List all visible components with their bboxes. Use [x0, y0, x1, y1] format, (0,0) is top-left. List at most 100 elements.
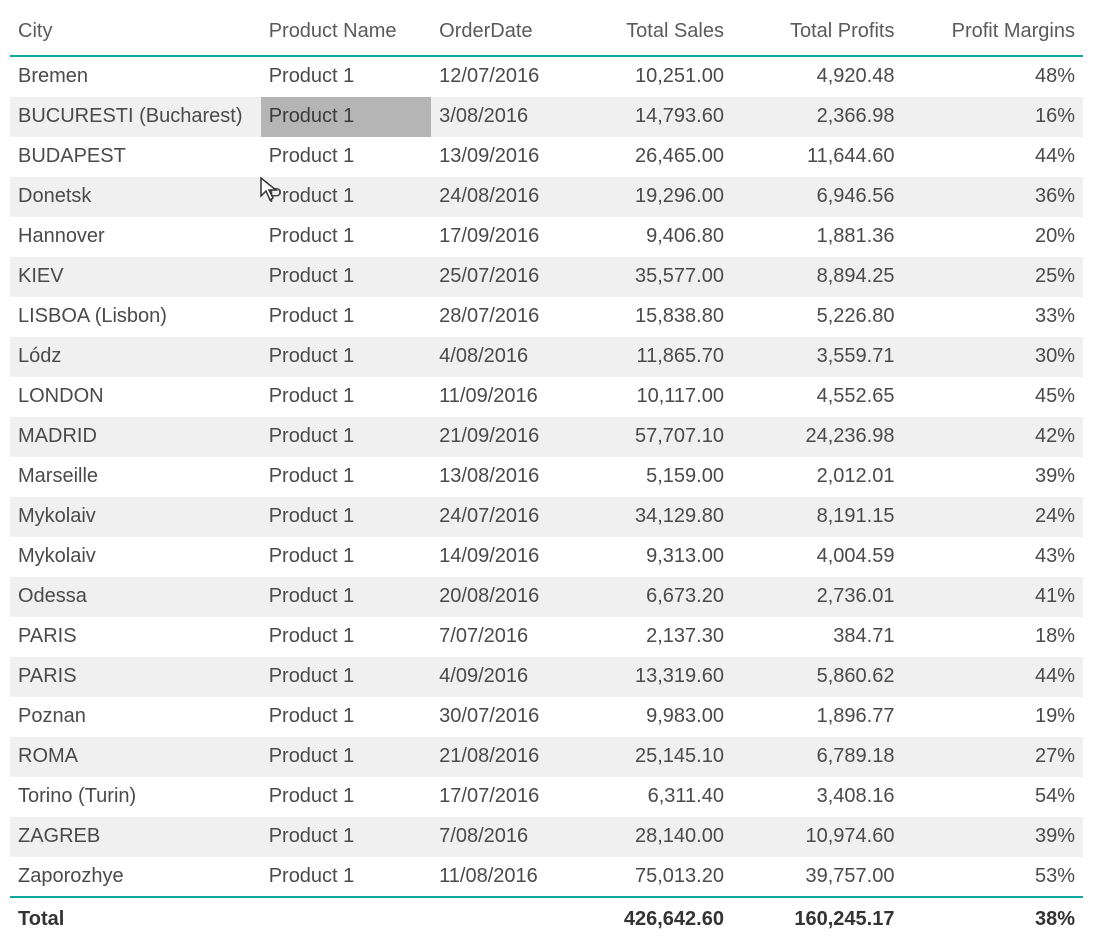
cell-profits[interactable]: 4,920.48 — [732, 56, 902, 97]
cell-sales[interactable]: 9,313.00 — [572, 537, 732, 577]
cell-sales[interactable]: 26,465.00 — [572, 137, 732, 177]
cell-city[interactable]: Bremen — [10, 56, 261, 97]
column-header-sales[interactable]: Total Sales — [572, 10, 732, 56]
cell-product[interactable]: Product 1 — [261, 257, 431, 297]
cell-margins[interactable]: 27% — [902, 737, 1083, 777]
cell-product[interactable]: Product 1 — [261, 297, 431, 337]
cell-margins[interactable]: 44% — [902, 657, 1083, 697]
cell-product[interactable]: Product 1 — [261, 577, 431, 617]
cell-profits[interactable]: 384.71 — [732, 617, 902, 657]
cell-date[interactable]: 7/07/2016 — [431, 617, 571, 657]
table-row[interactable]: KIEVProduct 125/07/201635,577.008,894.25… — [10, 257, 1083, 297]
cell-sales[interactable]: 35,577.00 — [572, 257, 732, 297]
table-row[interactable]: ZaporozhyeProduct 111/08/201675,013.2039… — [10, 857, 1083, 898]
cell-date[interactable]: 21/09/2016 — [431, 417, 571, 457]
cell-profits[interactable]: 4,552.65 — [732, 377, 902, 417]
cell-sales[interactable]: 10,117.00 — [572, 377, 732, 417]
cell-city[interactable]: Mykolaiv — [10, 537, 261, 577]
table-row[interactable]: Torino (Turin)Product 117/07/20166,311.4… — [10, 777, 1083, 817]
table-row[interactable]: PoznanProduct 130/07/20169,983.001,896.7… — [10, 697, 1083, 737]
cell-date[interactable]: 30/07/2016 — [431, 697, 571, 737]
cell-product[interactable]: Product 1 — [261, 777, 431, 817]
cell-margins[interactable]: 25% — [902, 257, 1083, 297]
cell-profits[interactable]: 4,004.59 — [732, 537, 902, 577]
column-header-margins[interactable]: Profit Margins — [902, 10, 1083, 56]
cell-product[interactable]: Product 1 — [261, 137, 431, 177]
cell-city[interactable]: Donetsk — [10, 177, 261, 217]
cell-profits[interactable]: 6,789.18 — [732, 737, 902, 777]
cell-product[interactable]: Product 1 — [261, 457, 431, 497]
cell-product[interactable]: Product 1 — [261, 56, 431, 97]
cell-profits[interactable]: 8,894.25 — [732, 257, 902, 297]
cell-profits[interactable]: 1,896.77 — [732, 697, 902, 737]
cell-city[interactable]: ZAGREB — [10, 817, 261, 857]
cell-sales[interactable]: 15,838.80 — [572, 297, 732, 337]
cell-date[interactable]: 3/08/2016 — [431, 97, 571, 137]
cell-product[interactable]: Product 1 — [261, 817, 431, 857]
cell-profits[interactable]: 2,366.98 — [732, 97, 902, 137]
cell-date[interactable]: 11/08/2016 — [431, 857, 571, 898]
cell-profits[interactable]: 5,226.80 — [732, 297, 902, 337]
cell-city[interactable]: Odessa — [10, 577, 261, 617]
cell-sales[interactable]: 9,983.00 — [572, 697, 732, 737]
column-header-product[interactable]: Product Name — [261, 10, 431, 56]
cell-profits[interactable]: 3,559.71 — [732, 337, 902, 377]
cell-margins[interactable]: 48% — [902, 56, 1083, 97]
cell-profits[interactable]: 10,974.60 — [732, 817, 902, 857]
table-row[interactable]: OdessaProduct 120/08/20166,673.202,736.0… — [10, 577, 1083, 617]
cell-margins[interactable]: 19% — [902, 697, 1083, 737]
cell-profits[interactable]: 2,736.01 — [732, 577, 902, 617]
cell-sales[interactable]: 57,707.10 — [572, 417, 732, 457]
cell-margins[interactable]: 18% — [902, 617, 1083, 657]
column-header-profits[interactable]: Total Profits — [732, 10, 902, 56]
table-row[interactable]: LódzProduct 14/08/201611,865.703,559.713… — [10, 337, 1083, 377]
cell-margins[interactable]: 42% — [902, 417, 1083, 457]
cell-city[interactable]: Poznan — [10, 697, 261, 737]
cell-date[interactable]: 24/07/2016 — [431, 497, 571, 537]
table-row[interactable]: LONDONProduct 111/09/201610,117.004,552.… — [10, 377, 1083, 417]
cell-margins[interactable]: 30% — [902, 337, 1083, 377]
cell-margins[interactable]: 54% — [902, 777, 1083, 817]
cell-city[interactable]: Marseille — [10, 457, 261, 497]
cell-city[interactable]: Zaporozhye — [10, 857, 261, 898]
table-row[interactable]: LISBOA (Lisbon)Product 128/07/201615,838… — [10, 297, 1083, 337]
cell-margins[interactable]: 39% — [902, 457, 1083, 497]
table-row[interactable]: MarseilleProduct 113/08/20165,159.002,01… — [10, 457, 1083, 497]
cell-date[interactable]: 25/07/2016 — [431, 257, 571, 297]
cell-margins[interactable]: 16% — [902, 97, 1083, 137]
table-row[interactable]: BremenProduct 112/07/201610,251.004,920.… — [10, 56, 1083, 97]
column-header-city[interactable]: City — [10, 10, 261, 56]
cell-profits[interactable]: 11,644.60 — [732, 137, 902, 177]
cell-sales[interactable]: 34,129.80 — [572, 497, 732, 537]
cell-city[interactable]: BUDAPEST — [10, 137, 261, 177]
cell-margins[interactable]: 36% — [902, 177, 1083, 217]
cell-product[interactable]: Product 1 — [261, 417, 431, 457]
cell-date[interactable]: 13/08/2016 — [431, 457, 571, 497]
cell-city[interactable]: Mykolaiv — [10, 497, 261, 537]
cell-date[interactable]: 4/09/2016 — [431, 657, 571, 697]
cell-product[interactable]: Product 1 — [261, 337, 431, 377]
cell-sales[interactable]: 9,406.80 — [572, 217, 732, 257]
table-row[interactable]: HannoverProduct 117/09/20169,406.801,881… — [10, 217, 1083, 257]
cell-date[interactable]: 24/08/2016 — [431, 177, 571, 217]
cell-sales[interactable]: 14,793.60 — [572, 97, 732, 137]
table-row[interactable]: MykolaivProduct 124/07/201634,129.808,19… — [10, 497, 1083, 537]
cell-sales[interactable]: 28,140.00 — [572, 817, 732, 857]
cell-date[interactable]: 13/09/2016 — [431, 137, 571, 177]
cell-sales[interactable]: 13,319.60 — [572, 657, 732, 697]
cell-margins[interactable]: 33% — [902, 297, 1083, 337]
cell-product[interactable]: Product 1 — [261, 177, 431, 217]
cell-profits[interactable]: 39,757.00 — [732, 857, 902, 898]
cell-profits[interactable]: 2,012.01 — [732, 457, 902, 497]
cell-product[interactable]: Product 1 — [261, 657, 431, 697]
cell-sales[interactable]: 10,251.00 — [572, 56, 732, 97]
cell-product[interactable]: Product 1 — [261, 537, 431, 577]
cell-sales[interactable]: 2,137.30 — [572, 617, 732, 657]
cell-city[interactable]: ROMA — [10, 737, 261, 777]
cell-product[interactable]: Product 1 — [261, 737, 431, 777]
sales-table[interactable]: City Product Name OrderDate Total Sales … — [10, 10, 1083, 941]
cell-product[interactable]: Product 1 — [261, 617, 431, 657]
cell-date[interactable]: 17/07/2016 — [431, 777, 571, 817]
cell-margins[interactable]: 45% — [902, 377, 1083, 417]
cell-city[interactable]: PARIS — [10, 617, 261, 657]
